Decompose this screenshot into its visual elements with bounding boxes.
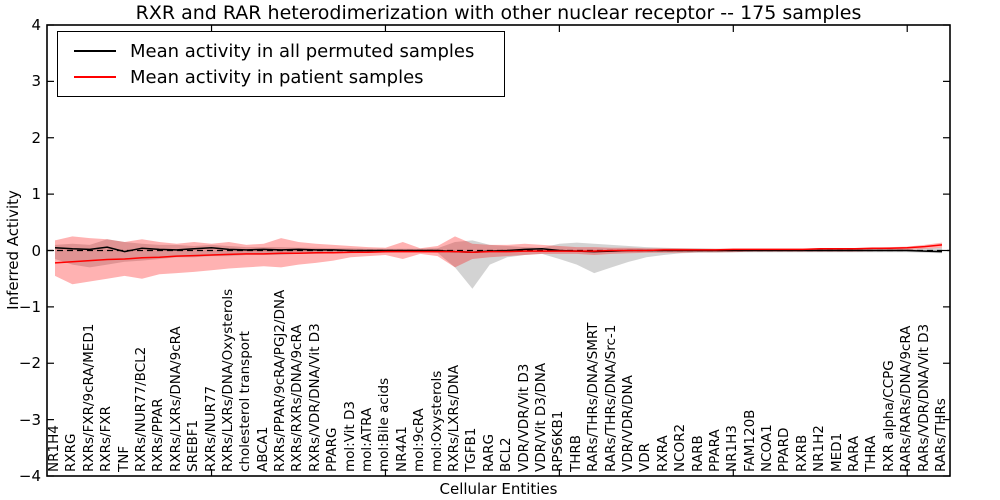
x-tick-label: VDR — [637, 442, 654, 472]
x-tick-label: RXRs/FXR — [98, 406, 115, 472]
x-tick-label: SREBF1 — [185, 419, 202, 472]
y-tick-label: 1 — [31, 185, 41, 204]
x-tick-label: VDR/Vit D3/DNA — [532, 362, 549, 472]
x-tick-label: mol:ATRA — [359, 407, 376, 472]
legend-item-patient: Mean activity in patient samples — [66, 64, 496, 90]
x-tick-label: MED1 — [828, 432, 845, 472]
x-tick-label: RXRs/FXR/9cRA/MED1 — [80, 323, 97, 472]
legend-item-permuted: Mean activity in all permuted samples — [66, 38, 496, 64]
series-line-patient — [54, 244, 943, 264]
y-tick-label: −3 — [18, 410, 41, 429]
y-tick-label: −1 — [18, 297, 41, 316]
x-tick-label: RARs/THRs — [933, 398, 949, 472]
band-permuted — [55, 239, 942, 289]
x-tick-label: RXRs/PPAR — [150, 398, 167, 472]
x-tick-label: NR1H3 — [724, 425, 741, 472]
x-tick-label: RXRs/NUR77 — [202, 385, 219, 472]
x-tick-label: RXRs/LXRs/DNA/9cRA — [167, 326, 184, 472]
x-tick-label: NR1H2 — [811, 425, 828, 472]
x-tick-label: TNF — [115, 445, 132, 472]
x-tick-label: RXRs/RXRs/DNA/9cRA — [289, 324, 306, 472]
x-tick-label: mol:9cRA — [411, 408, 428, 472]
x-tick-label: PPARD — [776, 427, 793, 472]
x-tick-label: NR4A1 — [393, 426, 410, 472]
x-tick-label: RXRB — [793, 434, 810, 472]
chart-title: RXR and RAR heterodimerization with othe… — [135, 2, 862, 24]
legend-label-patient: Mean activity in patient samples — [130, 66, 424, 88]
x-tick-label: RXRG — [63, 433, 80, 472]
legend: Mean activity in all permuted samples Me… — [57, 31, 505, 97]
x-tick-label: PPARA — [706, 429, 723, 472]
x-tick-label: ABCA1 — [254, 426, 271, 472]
x-tick-label: TGFB1 — [463, 427, 480, 472]
x-tick-label: FAM120B — [741, 409, 758, 472]
x-tick-label: RARG — [480, 434, 497, 472]
x-tick-label: RXRA — [654, 435, 671, 472]
y-tick-label: −4 — [18, 467, 41, 485]
x-tick-label: VDR/VDR/Vit D3 — [515, 363, 532, 472]
x-tick-label: RARs/THRs/DNA/SMRT — [585, 322, 602, 472]
x-tick-label: RARs/RARs/DNA/9cRA — [898, 325, 915, 472]
x-tick-label: cholesterol transport — [237, 331, 254, 472]
x-tick-label: THRB — [567, 434, 584, 472]
x-tick-label: BCL2 — [498, 437, 515, 472]
x-tick-label: mol:Oxysterols — [428, 370, 445, 472]
x-tick-label: RXRs/LXRs/DNA/Oxysterols — [219, 288, 236, 472]
x-tick-label: NR1H4 — [46, 425, 62, 472]
x-tick-label: RXRs/VDR/DNA/Vit D3 — [306, 323, 323, 472]
x-tick-label: RPS6KB1 — [550, 410, 567, 472]
legend-line-patient-icon — [74, 76, 116, 78]
x-tick-label: mol:Vit D3 — [341, 401, 358, 472]
band-patient — [55, 236, 942, 285]
legend-label-permuted: Mean activity in all permuted samples — [130, 40, 475, 62]
x-tick-label: RARs/THRs/DNA/Src-1 — [602, 324, 619, 472]
x-tick-label: PPARG — [324, 427, 341, 473]
y-tick-label: 3 — [31, 72, 41, 91]
y-tick-label: 4 — [31, 16, 41, 34]
x-tick-label: RXRs/PPAR/9cRA/PGJ2/DNA — [272, 289, 289, 472]
y-tick-label: −2 — [18, 354, 41, 373]
x-tick-label: RXRs/NUR77/BCL2 — [132, 346, 149, 472]
x-tick-label: RARB — [689, 435, 706, 472]
x-tick-label: RARA — [846, 435, 863, 472]
x-tick-label: mol:Bile acids — [376, 377, 393, 472]
y-tick-label: 2 — [31, 128, 41, 147]
x-tick-label: RARs/VDR/DNA/Vit D3 — [915, 323, 932, 472]
x-tick-label: THRA — [863, 435, 880, 472]
legend-line-permuted-icon — [74, 50, 116, 52]
y-tick-label: 0 — [31, 241, 41, 260]
x-tick-label: RXR alpha/CCPG — [880, 360, 897, 472]
x-tick-label: NCOA1 — [759, 424, 776, 472]
x-tick-label: NCOR2 — [672, 423, 689, 472]
series-line-permuted — [54, 246, 943, 253]
x-axis-title: Cellular Entities — [439, 480, 558, 498]
x-tick-label: VDR/VDR/DNA — [619, 375, 636, 472]
x-tick-label: RXRs/LXRs/DNA — [446, 364, 463, 472]
